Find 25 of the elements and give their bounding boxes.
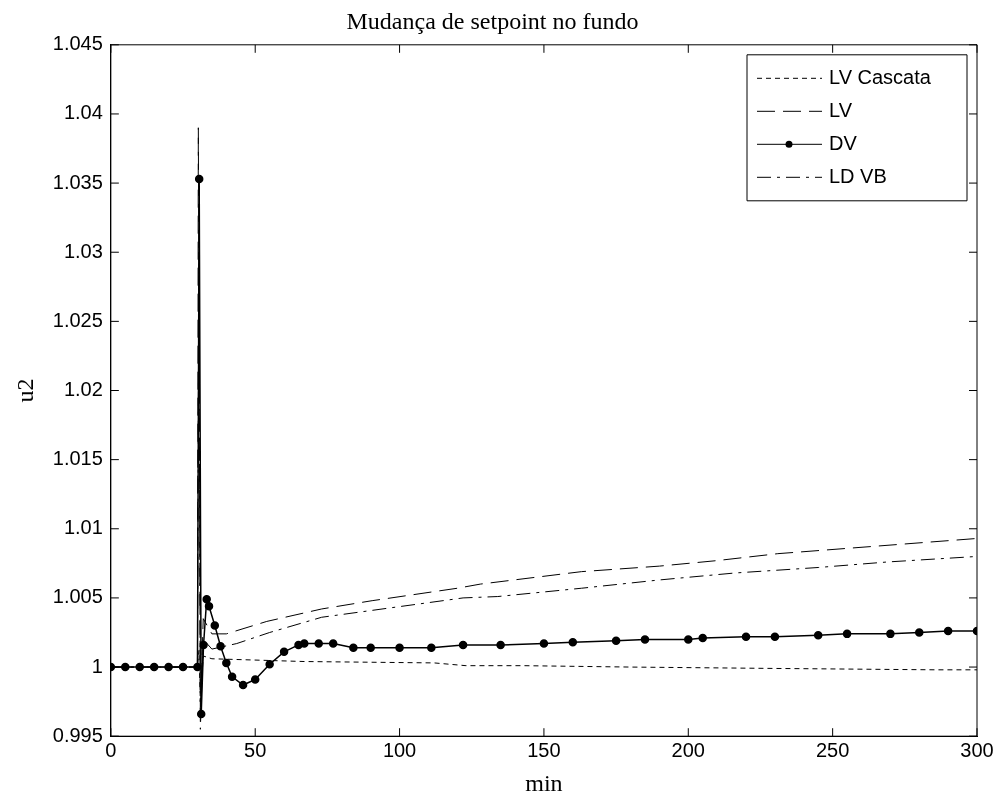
y-tick-label: 1.005: [52, 585, 103, 608]
y-tick-label: 1.02: [63, 378, 103, 401]
x-tick-label: 50: [244, 738, 267, 761]
x-tick-label: 0: [105, 738, 117, 761]
legend-label: LV: [829, 98, 853, 121]
x-tick-label: 100: [382, 738, 417, 761]
x-tick-label: 300: [960, 738, 994, 761]
y-tick-label: 1: [91, 654, 103, 677]
y-tick-label: 1.015: [52, 447, 103, 470]
y-tick-label: 1.025: [52, 308, 103, 331]
y-axis-title: u2: [11, 378, 38, 403]
y-tick-label: 0.995: [52, 723, 103, 746]
x-tick-label: 200: [671, 738, 705, 761]
x-axis-title: min: [525, 769, 563, 796]
chart-title: Mudança de setpoint no fundo: [346, 7, 639, 34]
y-tick-label: 1.01: [63, 516, 103, 539]
x-tick-label: 150: [527, 738, 561, 761]
legend-label: DV: [829, 131, 858, 154]
x-tick-label: 250: [815, 738, 850, 761]
y-tick-label: 1.035: [52, 170, 103, 193]
y-tick-label: 1.03: [63, 239, 103, 262]
legend-label: LD VB: [829, 164, 887, 187]
y-tick-label: 1.045: [52, 32, 103, 55]
legend-label: LV Cascata: [829, 65, 932, 88]
y-tick-label: 1.04: [63, 101, 103, 124]
